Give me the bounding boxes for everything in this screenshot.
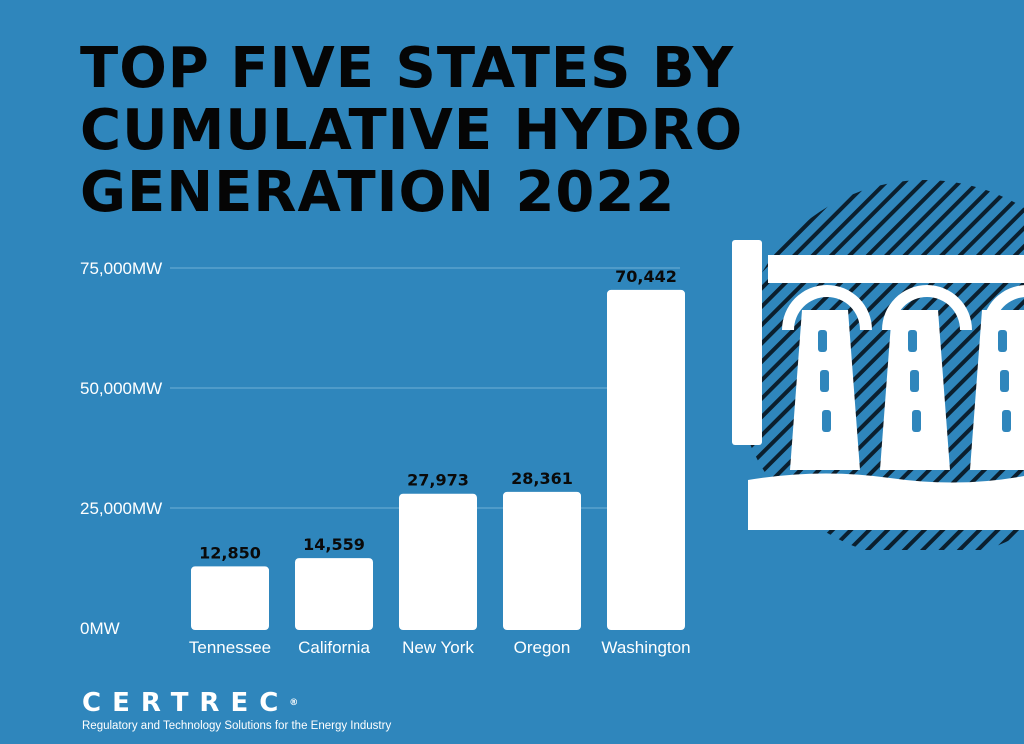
y-tick-label: 50,000MW [80,379,162,398]
title-line-3: GENERATION 2022 [80,160,676,225]
bar-value-label: 27,973 [407,471,469,490]
bar-california [295,558,373,630]
bar-washington [607,289,685,630]
y-tick-label: 25,000MW [80,499,162,518]
x-category-label: California [298,638,370,657]
title-line-1: TOP FIVE STATES BY [80,36,735,101]
x-category-label: Oregon [514,638,571,657]
bar-oregon [503,491,581,630]
certrec-logo: CERTREC® Regulatory and Technology Solut… [82,690,391,732]
bar-chart: 0MW 25,000MW 50,000MW 75,000MW 12,850 Tenness… [80,259,691,657]
logo-registered-mark: ® [289,698,299,708]
x-category-label: Tennessee [189,638,271,657]
logo-name: CERTREC [82,688,290,718]
bar-value-label: 12,850 [199,543,261,562]
y-tick-label: 75,000MW [80,259,162,278]
hydro-dam-icon [732,180,1024,550]
logo-tagline: Regulatory and Technology Solutions for … [82,720,392,732]
chart-title: TOP FIVE STATES BY CUMULATIVE HYDRO GENE… [80,38,743,224]
bar-new-york [399,493,477,630]
bar-value-label: 14,559 [303,535,365,554]
bar-value-label: 28,361 [511,469,573,488]
y-tick-label: 0MW [80,619,120,638]
bar-value-label: 70,442 [615,267,677,286]
title-line-2: CUMULATIVE HYDRO [80,98,744,163]
x-category-label: Washington [601,638,690,657]
bar-tennessee [191,566,269,630]
x-category-label: New York [402,638,474,657]
